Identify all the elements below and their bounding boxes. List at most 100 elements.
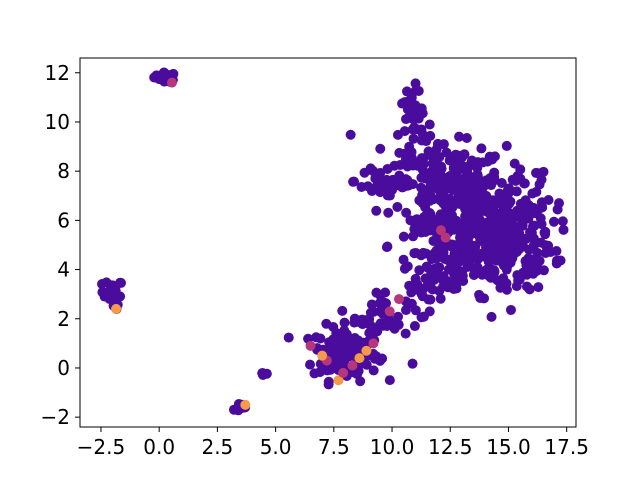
x-tick-label: 15.0 — [486, 435, 531, 459]
data-point — [515, 164, 526, 175]
data-point — [410, 247, 421, 258]
data-point — [502, 185, 513, 196]
data-point — [558, 224, 569, 235]
data-point — [536, 219, 547, 230]
y-tick-label: 0 — [57, 356, 70, 380]
data-point — [400, 328, 411, 339]
data-point — [369, 353, 380, 364]
data-point — [433, 184, 444, 195]
data-point — [528, 240, 539, 251]
data-point — [488, 213, 499, 224]
data-point — [521, 281, 532, 292]
data-point — [485, 272, 496, 283]
data-point — [404, 95, 415, 106]
data-point — [481, 264, 492, 275]
data-point — [407, 160, 418, 171]
data-point — [410, 273, 421, 284]
data-point — [456, 174, 467, 185]
data-point — [457, 182, 468, 193]
data-point-highlight — [394, 294, 405, 305]
data-point — [434, 271, 445, 282]
data-point — [452, 277, 463, 288]
data-point — [551, 258, 562, 269]
data-point — [450, 149, 461, 160]
y-tick-label: 8 — [57, 159, 70, 183]
data-point — [513, 275, 524, 286]
data-point — [400, 153, 411, 164]
plot-frame — [79, 57, 577, 428]
data-point — [500, 229, 511, 240]
data-point — [349, 313, 360, 324]
data-point — [383, 207, 394, 218]
data-point — [283, 332, 294, 343]
data-point — [371, 205, 382, 216]
data-point — [488, 198, 499, 209]
data-point — [468, 181, 479, 192]
data-point — [461, 133, 472, 144]
data-point — [368, 365, 379, 376]
data-point — [432, 138, 443, 149]
data-point — [486, 175, 497, 186]
data-point — [257, 369, 268, 380]
data-point-highlight — [305, 340, 316, 351]
data-point — [527, 188, 538, 199]
data-point-highlight — [333, 375, 344, 386]
data-point — [115, 277, 126, 288]
x-tick-label: 12.5 — [428, 435, 473, 459]
data-point — [482, 156, 493, 167]
data-point — [474, 289, 485, 300]
data-point — [393, 311, 404, 322]
x-tick-label: 7.5 — [318, 435, 350, 459]
data-point — [443, 264, 454, 275]
data-point — [472, 163, 483, 174]
data-point — [404, 280, 415, 291]
data-point — [416, 227, 427, 238]
data-point — [498, 249, 509, 260]
data-point — [488, 243, 499, 254]
data-point — [508, 211, 519, 222]
data-point — [410, 305, 421, 316]
y-tick-label: 12 — [45, 61, 70, 85]
data-point — [464, 242, 475, 253]
data-point — [401, 207, 412, 218]
data-point — [507, 174, 518, 185]
data-point — [455, 228, 466, 239]
data-point — [375, 143, 386, 154]
data-point — [433, 165, 444, 176]
data-point — [417, 108, 428, 119]
data-point — [389, 323, 400, 334]
data-point — [527, 221, 538, 232]
data-point — [495, 282, 506, 293]
data-point — [384, 375, 395, 386]
y-tick-label: 2 — [57, 307, 70, 331]
data-point — [435, 293, 446, 304]
data-point — [454, 131, 465, 142]
data-point — [418, 311, 429, 322]
data-point — [543, 195, 554, 206]
data-point — [375, 290, 386, 301]
data-point — [496, 178, 507, 189]
data-point — [382, 241, 393, 252]
data-point — [348, 176, 359, 187]
data-point — [507, 240, 518, 251]
x-tick-label: 0.0 — [143, 435, 175, 459]
data-point — [407, 124, 418, 135]
data-point — [471, 249, 482, 260]
data-point — [399, 263, 410, 274]
data-point — [410, 78, 421, 89]
data-point — [438, 191, 449, 202]
data-point — [548, 216, 559, 227]
data-point — [416, 216, 427, 227]
data-point — [532, 247, 543, 258]
data-point — [407, 358, 418, 369]
data-point — [494, 188, 505, 199]
x-axis: −2.5 0.0 2.5 5.0 7.5 10.0 12.5 15.0 17.5 — [77, 427, 589, 459]
data-point-highlight — [338, 367, 349, 378]
data-point — [365, 320, 376, 331]
data-point-highlight — [240, 399, 251, 410]
data-point — [392, 201, 403, 212]
data-point — [399, 126, 410, 137]
data-point — [305, 359, 316, 370]
data-point — [311, 332, 322, 343]
data-point — [459, 149, 470, 160]
